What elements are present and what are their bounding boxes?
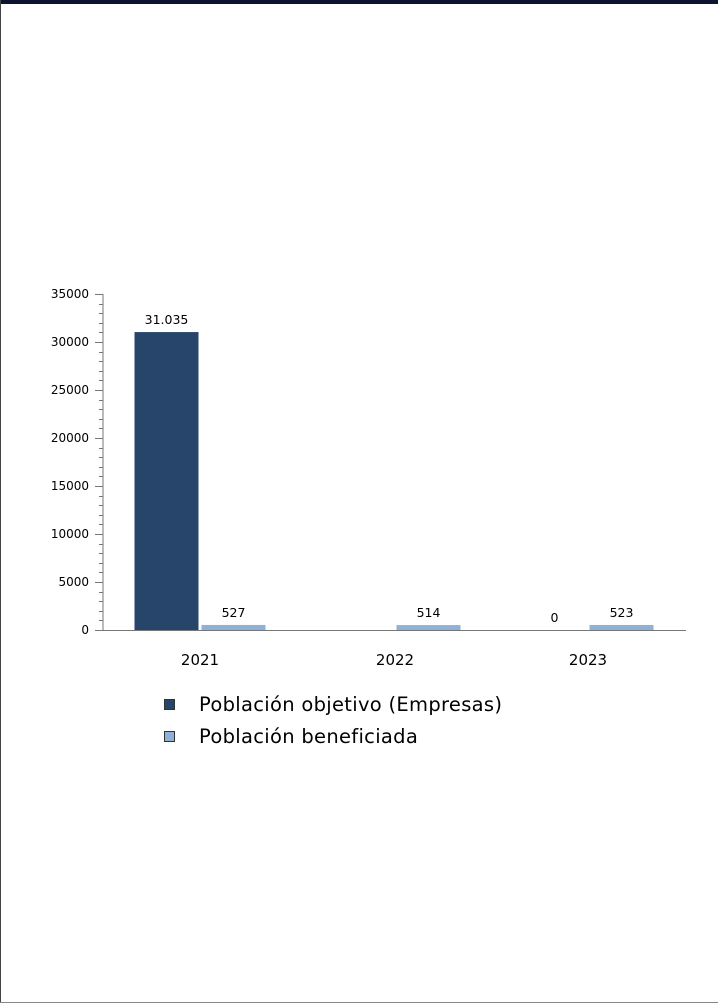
y-tick-label: 5000 — [58, 575, 89, 589]
bar-beneficiada-2023 — [589, 624, 654, 630]
y-tick-label: 10000 — [51, 527, 89, 541]
bar-beneficiada-2021 — [201, 624, 266, 630]
x-category-label: 2023 — [569, 651, 607, 669]
legend-item-beneficiada: Población beneficiada — [164, 720, 502, 752]
legend-swatch-objetivo — [164, 698, 175, 710]
data-label-beneficiada-2021: 527 — [222, 605, 246, 620]
chart-legend: Población objetivo (Empresas) Población … — [164, 688, 502, 752]
y-tick-label: 35000 — [51, 287, 89, 301]
window-left-border — [0, 0, 1, 1003]
window-top-border — [0, 0, 718, 4]
data-label-beneficiada-2023: 523 — [610, 605, 634, 620]
y-tick-label: 25000 — [51, 383, 89, 397]
bar-beneficiada-2022 — [396, 625, 461, 630]
bar-chart: 0 5000 10000 15000 20000 25000 30000 35000 2021 3… — [51, 287, 686, 669]
data-label-objetivo-2023: 0 — [551, 610, 559, 625]
bar-objetivo-2021 — [134, 332, 199, 630]
y-tick-label: 20000 — [51, 431, 89, 445]
legend-label-objetivo: Población objetivo (Empresas) — [199, 692, 503, 716]
legend-item-objetivo: Población objetivo (Empresas) — [164, 688, 502, 720]
legend-swatch-beneficiada — [164, 730, 175, 742]
legend-label-beneficiada: Población beneficiada — [199, 724, 419, 748]
data-label-objetivo-2021: 31.035 — [145, 312, 189, 327]
x-category-label: 2022 — [376, 651, 414, 669]
y-tick-label: 15000 — [51, 479, 89, 493]
y-tick-label: 30000 — [51, 335, 89, 349]
x-category-label: 2021 — [181, 651, 219, 669]
data-label-beneficiada-2022: 514 — [417, 605, 441, 620]
y-tick-label: 0 — [81, 623, 89, 637]
